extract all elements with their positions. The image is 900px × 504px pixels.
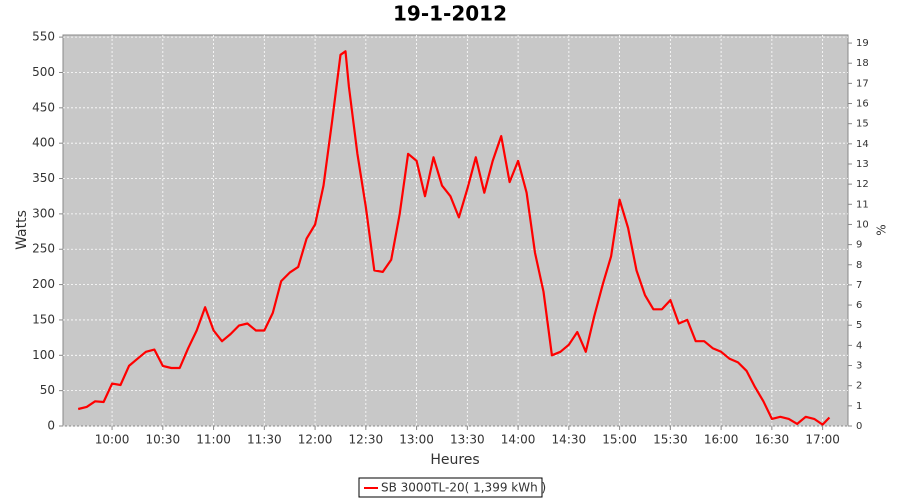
x-tick-label: 11:30 <box>247 433 282 447</box>
legend-label: SB 3000TL-20( 1,399 kWh ) <box>381 481 546 495</box>
y-tick-label: 450 <box>32 100 55 114</box>
y2-tick-label: 19 <box>856 38 869 49</box>
y-tick-label: 550 <box>32 30 55 44</box>
y2-tick-label: 9 <box>856 240 862 251</box>
x-tick-label: 13:00 <box>399 433 434 447</box>
x-tick-label: 17:00 <box>805 433 840 447</box>
y-tick-label: 300 <box>32 206 55 220</box>
y2-tick-label: 13 <box>856 159 869 170</box>
y2-tick-label: 8 <box>856 260 862 271</box>
legend <box>358 477 543 498</box>
plot-area <box>62 34 849 427</box>
y-tick-label: 50 <box>40 383 55 397</box>
y2-tick-label: 12 <box>856 179 869 190</box>
y-axis-label: Watts <box>14 210 30 250</box>
y2-tick-label: 18 <box>856 58 869 69</box>
y2-tick-label: 17 <box>856 78 869 89</box>
chart-title: 19-1-2012 <box>393 2 507 26</box>
x-tick-label: 12:30 <box>349 433 384 447</box>
y2-tick-label: 1 <box>856 401 862 412</box>
y2-tick-label: 10 <box>856 219 869 230</box>
x-tick-label: 13:30 <box>450 433 485 447</box>
y2-tick-label: 2 <box>856 381 862 392</box>
x-tick-label: 16:00 <box>704 433 739 447</box>
x-tick-label: 14:00 <box>501 433 536 447</box>
x-tick-label: 16:30 <box>755 433 790 447</box>
y2-tick-label: 7 <box>856 280 862 291</box>
x-tick-label: 12:00 <box>298 433 333 447</box>
x-tick-label: 14:30 <box>552 433 587 447</box>
x-tick-label: 15:00 <box>602 433 637 447</box>
y2-tick-label: 14 <box>856 139 869 150</box>
y2-tick-label: 5 <box>856 320 862 331</box>
y2-axis-label: % <box>875 224 889 235</box>
data-line <box>77 50 831 426</box>
y2-tick-label: 0 <box>856 421 862 432</box>
y-tick-label: 200 <box>32 277 55 291</box>
y2-tick-label: 15 <box>856 119 869 130</box>
y-tick-label: 400 <box>32 136 55 150</box>
y-tick-label: 150 <box>32 312 55 326</box>
y2-tick-label: 6 <box>856 300 862 311</box>
x-axis-label: Heures <box>430 452 479 468</box>
y-tick-label: 250 <box>32 242 55 256</box>
y-tick-label: 500 <box>32 65 55 79</box>
x-tick-label: 15:30 <box>653 433 688 447</box>
y-tick-label: 0 <box>47 419 55 433</box>
x-tick-label: 11:00 <box>196 433 231 447</box>
x-tick-label: 10:30 <box>146 433 181 447</box>
y-tick-label: 350 <box>32 171 55 185</box>
y-tick-label: 100 <box>32 348 55 362</box>
x-tick-label: 10:00 <box>95 433 130 447</box>
y2-tick-label: 4 <box>856 340 862 351</box>
y2-tick-label: 11 <box>856 199 869 210</box>
y2-tick-label: 16 <box>856 99 869 110</box>
y2-tick-label: 3 <box>856 361 862 372</box>
